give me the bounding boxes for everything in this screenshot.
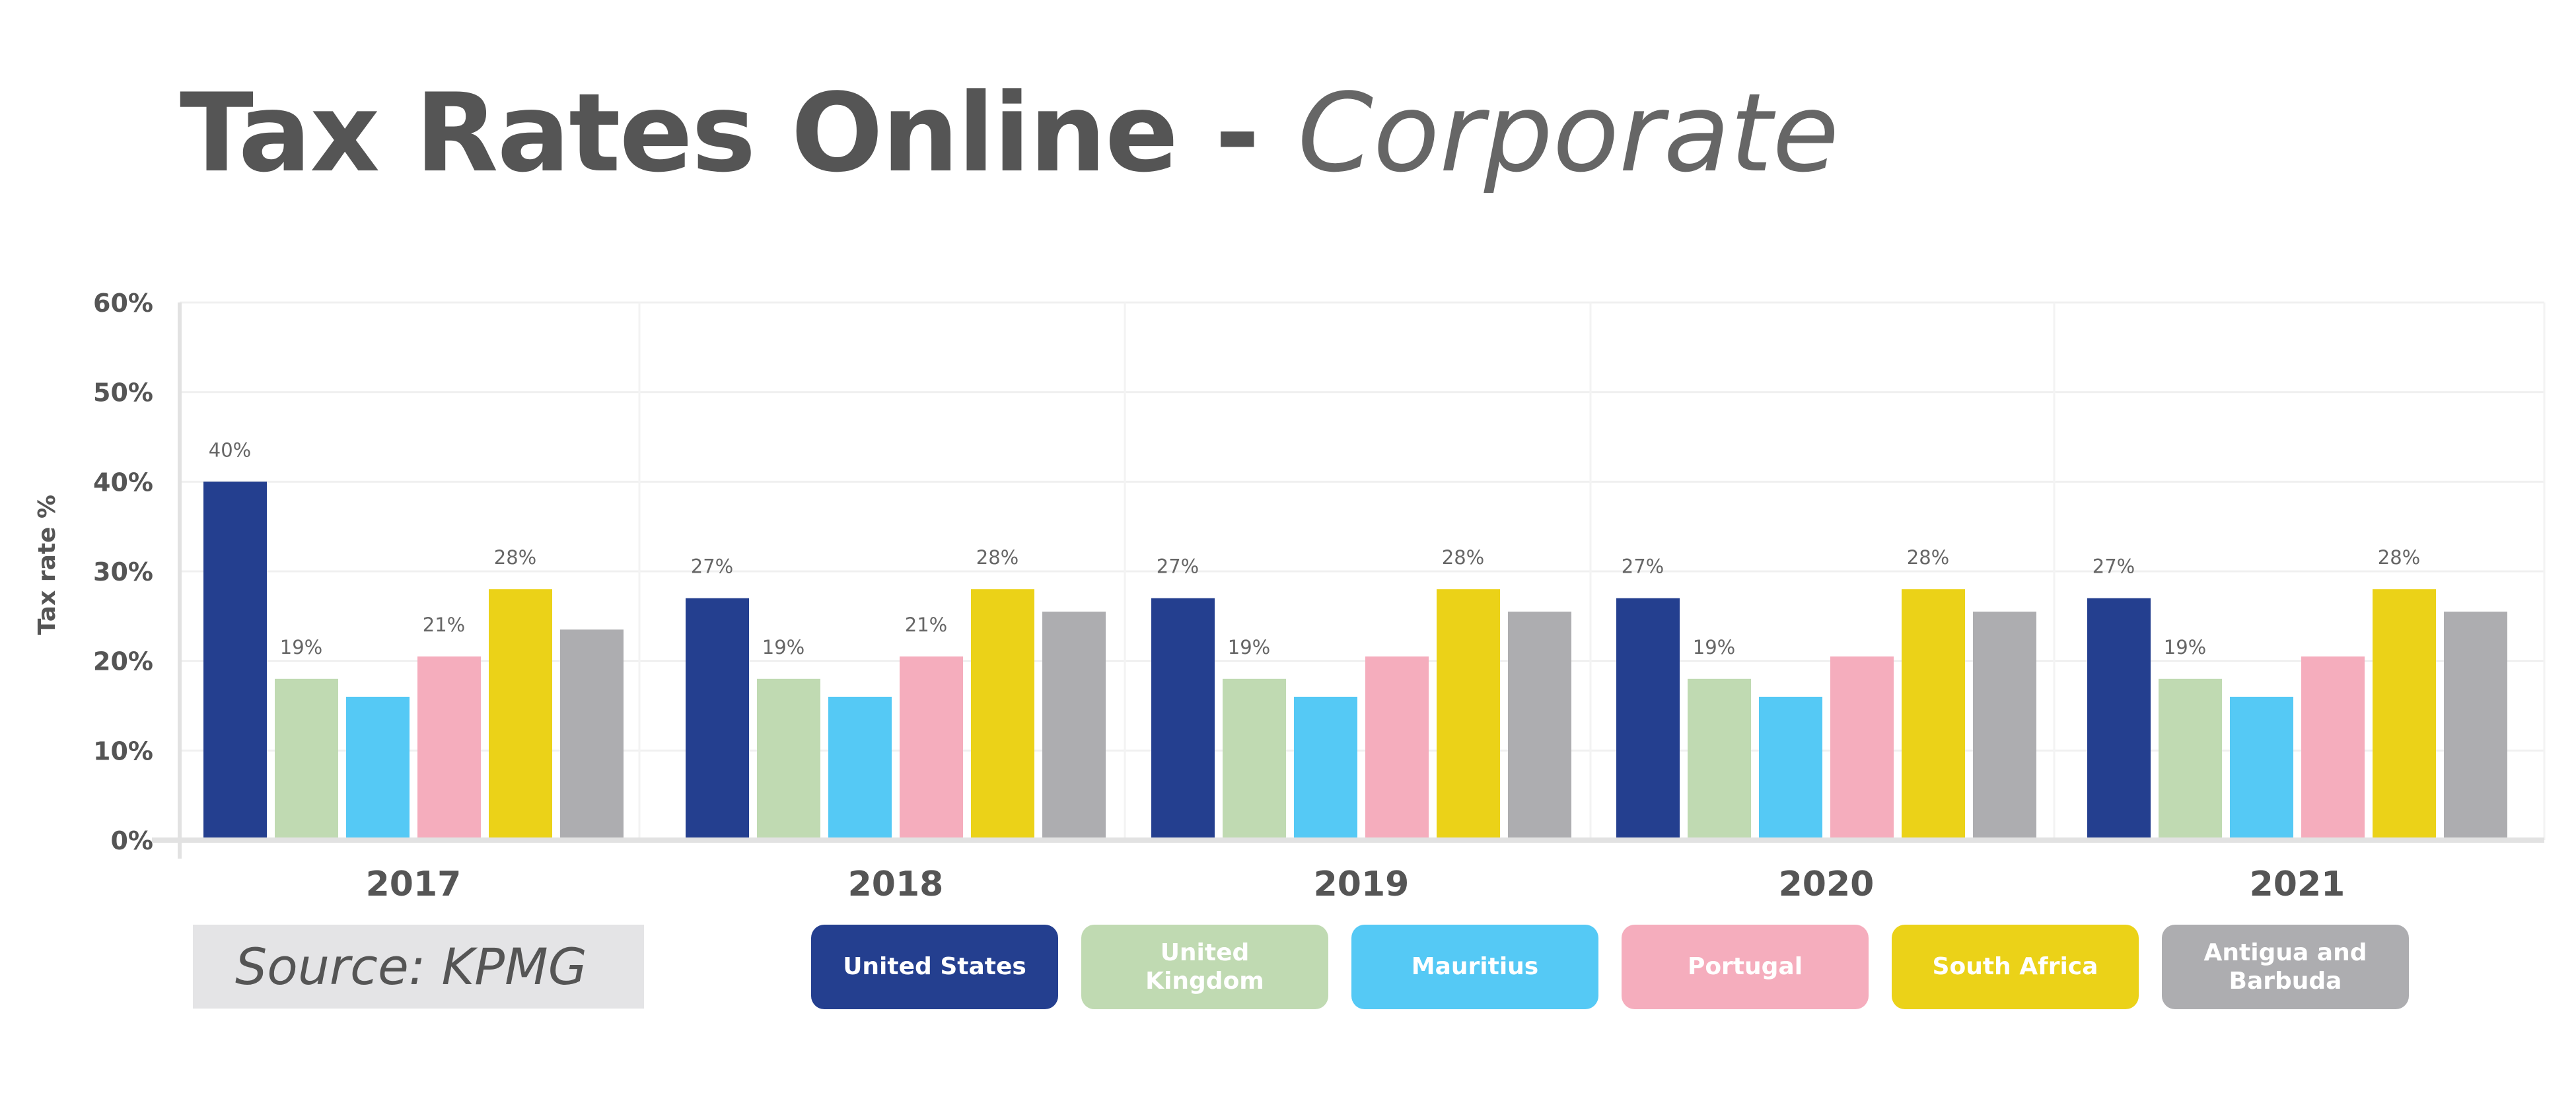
data-label: 19% xyxy=(280,636,322,658)
x-tick-label: 2019 xyxy=(1314,865,1410,904)
bar xyxy=(346,696,410,840)
bars xyxy=(203,481,2507,840)
legend-item: Mauritius xyxy=(1351,925,1598,1009)
bar xyxy=(828,696,892,840)
title-separator: - xyxy=(1215,70,1260,196)
legend-item: United States xyxy=(811,925,1058,1009)
data-label: 21% xyxy=(423,614,465,636)
x-tick-label: 2017 xyxy=(366,865,462,904)
bar xyxy=(2230,696,2293,840)
y-tick-label: 20% xyxy=(93,647,153,676)
y-axis: 0% 10% 20% 30% 40% 50% 60% xyxy=(93,289,182,859)
bar xyxy=(1759,696,1822,840)
bar xyxy=(1830,656,1894,840)
data-label: 27% xyxy=(1157,555,1199,578)
x-tick-label: 2021 xyxy=(2250,865,2345,904)
bar xyxy=(2373,589,2436,840)
bar xyxy=(417,656,481,840)
bar xyxy=(1042,612,1106,840)
data-label: 19% xyxy=(1228,636,1270,658)
chart-title: Tax Rates Online - Corporate xyxy=(180,79,1839,188)
bar xyxy=(1616,598,1680,840)
x-tick-label: 2018 xyxy=(848,865,944,904)
bar xyxy=(1902,589,1965,840)
y-tick-label: 30% xyxy=(93,557,153,587)
bar xyxy=(686,598,749,840)
bar xyxy=(1294,696,1357,840)
data-label: 19% xyxy=(762,636,805,658)
x-tick-label: 2020 xyxy=(1779,865,1875,904)
bar xyxy=(560,629,624,840)
bar xyxy=(1365,656,1429,840)
data-label: 28% xyxy=(494,546,536,569)
y-tick-label: 60% xyxy=(93,289,153,318)
legend-item: South Africa xyxy=(1892,925,2139,1009)
data-label: 28% xyxy=(1442,546,1484,569)
data-label: 28% xyxy=(976,546,1019,569)
x-axis: 2017 2018 2019 2020 2021 xyxy=(152,837,2544,904)
bar xyxy=(2444,612,2507,840)
data-label: 21% xyxy=(905,614,947,636)
bar xyxy=(2087,598,2151,840)
legend-item: United Kingdom xyxy=(1081,925,1328,1009)
bar-chart: 40% 19% 21% 28% 27% 19% 21% 28% 27% 19% 28% 27% 19% 2… xyxy=(34,289,2546,904)
title-main: Tax Rates Online xyxy=(180,70,1178,196)
bar xyxy=(2159,678,2222,840)
y-tick-label: 0% xyxy=(110,826,153,855)
data-labels: 40% 19% 21% 28% 27% 19% 21% 28% 27% 19% 28% 27% 19% 2… xyxy=(209,439,2420,658)
bar xyxy=(1688,678,1751,840)
data-label: 27% xyxy=(1622,555,1664,578)
bar xyxy=(971,589,1034,840)
bar xyxy=(900,656,963,840)
bar xyxy=(1437,589,1500,840)
bar xyxy=(1151,598,1215,840)
data-label: 27% xyxy=(691,555,733,578)
bar xyxy=(757,678,820,840)
legend-item: Portugal xyxy=(1622,925,1869,1009)
data-label: 28% xyxy=(2378,546,2420,569)
y-tick-label: 10% xyxy=(93,736,153,765)
bar xyxy=(203,481,267,840)
bar xyxy=(489,589,552,840)
y-tick-label: 40% xyxy=(93,468,153,497)
bar xyxy=(1508,612,1571,840)
bar xyxy=(275,678,338,840)
legend-item: Antigua and Barbuda xyxy=(2162,925,2409,1009)
bar xyxy=(1973,612,2036,840)
title-subtitle: Corporate xyxy=(1297,70,1840,196)
bar xyxy=(2301,656,2365,840)
bar xyxy=(1223,678,1286,840)
data-label: 19% xyxy=(1693,636,1735,658)
data-label: 19% xyxy=(2164,636,2206,658)
data-label: 28% xyxy=(1907,546,1949,569)
source-note: Source: KPMG xyxy=(193,925,644,1009)
data-label: 40% xyxy=(209,439,251,461)
data-label: 27% xyxy=(2093,555,2135,578)
y-axis-label: Tax rate % xyxy=(34,495,61,635)
y-tick-label: 50% xyxy=(93,378,153,408)
